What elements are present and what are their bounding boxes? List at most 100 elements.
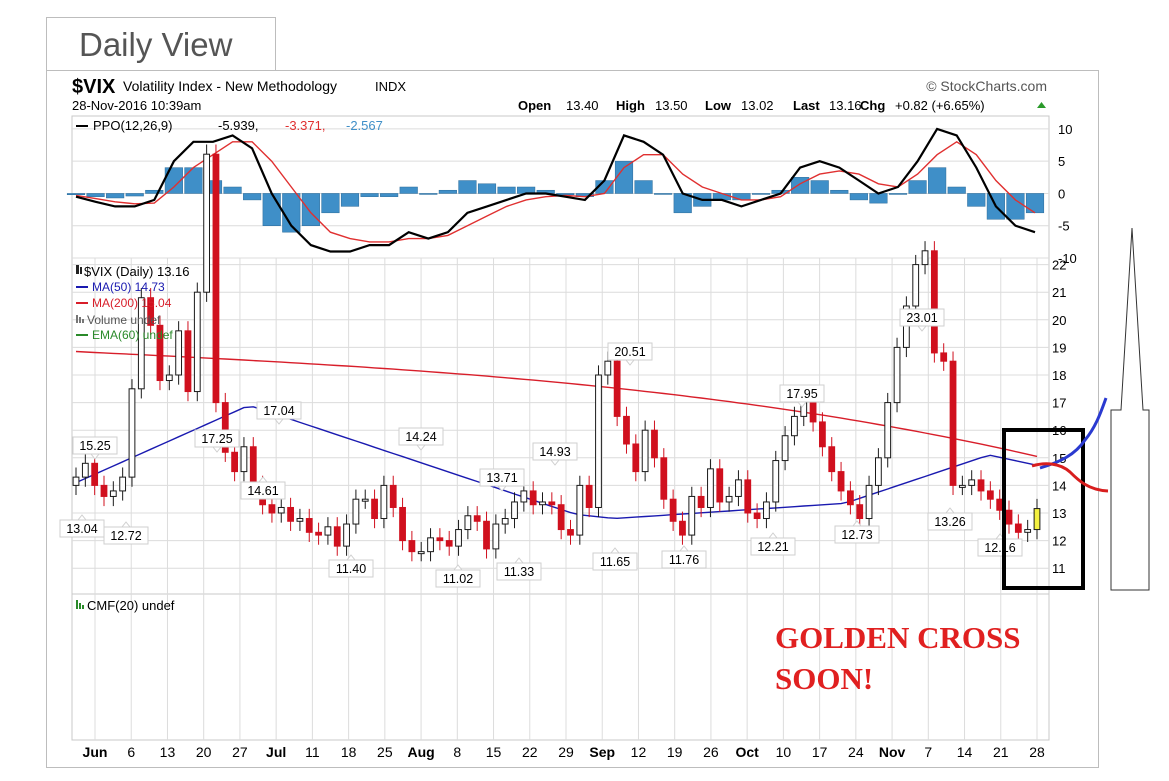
price-callout-label: 11.76 [669, 553, 699, 567]
ppo-histogram-bar [243, 193, 262, 201]
candlestick [109, 490, 117, 497]
candlestick [473, 515, 481, 522]
price-legend-vix: $VIX (Daily) 13.16 [84, 264, 190, 279]
candlestick [865, 484, 873, 520]
ppo-histogram [66, 160, 1045, 233]
price-legend-ma200: MA(200) 15.04 [92, 296, 172, 310]
price-tick-label: 20 [1052, 313, 1066, 328]
ppo-tick-label: -10 [1058, 251, 1077, 266]
candlestick [725, 495, 733, 503]
price-callout-label: 13.71 [486, 471, 517, 485]
ppo-histogram-bar [849, 193, 868, 201]
ma50-line [75, 406, 1038, 520]
candlestick [277, 506, 285, 514]
candlestick [128, 388, 136, 478]
price-callout-label: 15.25 [79, 439, 110, 453]
candlestick [772, 460, 780, 503]
candlestick [212, 153, 220, 404]
candlestick [380, 484, 388, 520]
ppo-histogram-bar [732, 193, 751, 201]
price-callout-pointer [273, 418, 285, 425]
candlestick [511, 501, 518, 520]
candlestick [912, 264, 920, 307]
ppo-histogram-bar [888, 193, 908, 195]
price-callout-pointer [415, 444, 427, 451]
x-tick-label: 24 [848, 744, 864, 760]
price-callout-label: 12.21 [757, 540, 788, 554]
candlestick [1024, 529, 1032, 533]
candlestick [977, 479, 985, 492]
candlestick [455, 529, 462, 547]
candlestick [361, 498, 369, 502]
candlestick [539, 501, 546, 506]
ppo-histogram-bar [908, 180, 927, 194]
candlestick [847, 490, 854, 506]
x-tick-label: 14 [957, 744, 973, 760]
candlestick [464, 515, 472, 531]
ma200-line [75, 350, 1038, 458]
candlestick [660, 457, 668, 500]
ppo-histogram-bar [262, 193, 281, 226]
change-up-arrow-icon [1037, 102, 1046, 108]
price-callout-pointer [767, 532, 779, 539]
price-callout-pointer [211, 446, 223, 453]
ppo-histogram-bar [477, 183, 497, 194]
candlestick [81, 462, 89, 478]
candlestick [884, 402, 892, 459]
candlestick [641, 429, 649, 473]
candlestick [753, 512, 761, 520]
open-label: Open [518, 98, 551, 113]
candlestick [333, 526, 341, 547]
price-callout-pointer [916, 325, 928, 332]
candlestick [819, 421, 826, 448]
candlestick [669, 498, 677, 522]
candlestick [781, 435, 789, 462]
candlestick [557, 504, 565, 531]
candlestick [567, 529, 574, 536]
daily-view-tab[interactable]: Daily View [46, 17, 276, 71]
candlestick [371, 498, 378, 520]
datetime: 28-Nov-2016 10:39am [72, 98, 201, 113]
candlestick [716, 468, 724, 503]
candlestick [697, 495, 705, 508]
high-label: High [616, 98, 645, 113]
x-tick-label: 19 [667, 744, 683, 760]
price-callout-label: 14.24 [405, 430, 436, 444]
candlestick [240, 446, 248, 473]
price-callout-pointer [796, 401, 808, 408]
candlestick [548, 501, 556, 506]
price-callout-pointer [624, 359, 636, 366]
x-tick-label: 15 [486, 744, 502, 760]
ppo-histogram-bar [751, 193, 771, 195]
x-tick-label: 12 [631, 744, 647, 760]
candlestick [147, 297, 155, 326]
ppo-histogram-bar [184, 167, 203, 194]
candlestick [595, 374, 602, 508]
ppo-histogram-bar [654, 193, 673, 195]
candlestick [856, 504, 864, 520]
candlestick [1005, 509, 1013, 525]
candlestick [744, 479, 752, 514]
candlestick [585, 484, 593, 508]
candlestick [996, 498, 1004, 511]
price-callout-label: 12.16 [984, 541, 1015, 555]
price-callout-label: 17.04 [263, 404, 294, 418]
price-callout-label: 23.01 [906, 311, 937, 325]
x-tick-label: 22 [522, 744, 538, 760]
source-watermark: © StockCharts.com [926, 78, 1047, 94]
candlestick [651, 429, 658, 459]
ppo-histogram-bar [145, 189, 164, 194]
price-callout-pointer [89, 453, 101, 460]
candlestick [930, 250, 938, 354]
x-tick-label: 10 [776, 744, 792, 760]
candlestick [837, 471, 845, 492]
candlestick [763, 501, 770, 520]
cmf-legend-label: CMF(20) undef [87, 598, 175, 613]
candlestick [958, 484, 966, 488]
ppo-histogram-bar [458, 180, 477, 194]
candlestick [632, 443, 640, 473]
candlestick [221, 402, 229, 453]
price-legend-ema60: EMA(60) undef [92, 328, 173, 342]
